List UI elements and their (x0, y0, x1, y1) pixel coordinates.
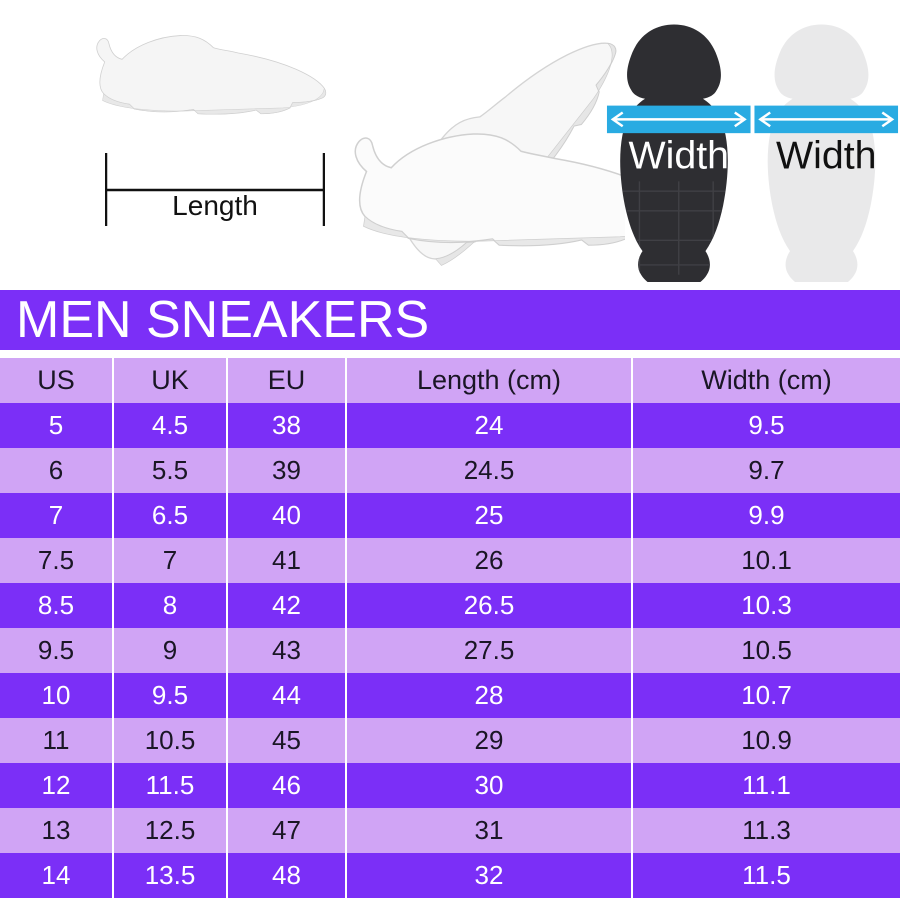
svg-text:Width: Width (628, 134, 729, 178)
svg-text:Width: Width (776, 134, 877, 178)
